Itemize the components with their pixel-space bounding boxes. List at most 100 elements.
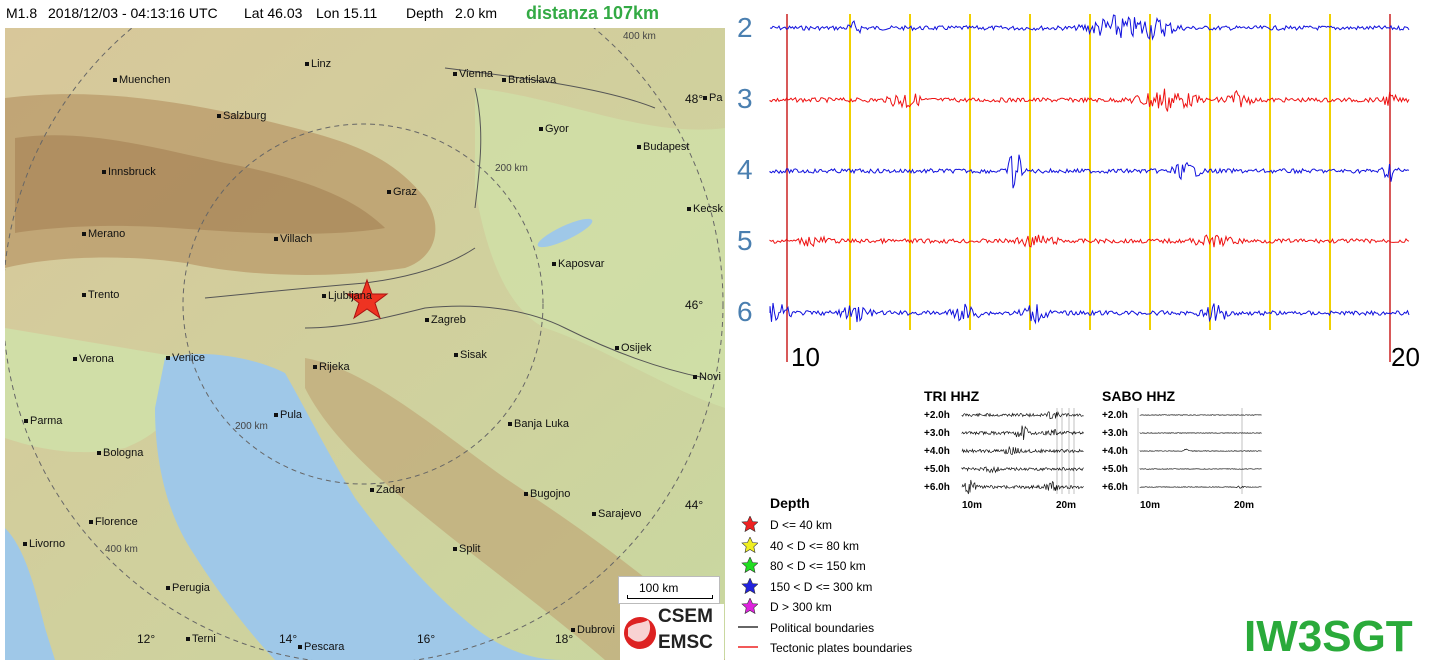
lat-label-46: 46°	[685, 298, 704, 312]
city-label: Budapest	[637, 141, 689, 153]
mini-sabo-ax-start: 10m	[1140, 500, 1161, 511]
mini-sabo-ax-end: 20m	[1234, 500, 1255, 511]
event-datetime: 2018/12/03 - 04:13:16 UTC	[48, 5, 218, 21]
legend-item-label: 40 < D <= 80 km	[770, 538, 860, 553]
dist-label-200-e: 200 km	[495, 163, 528, 174]
city-label: Pula	[274, 409, 302, 421]
city-label: Muenchen	[113, 74, 170, 86]
city-label: Gyor	[539, 123, 569, 135]
city-label: Verona	[73, 353, 114, 365]
mini-trace	[1139, 485, 1262, 489]
station-callsign: IW3SGT	[1244, 612, 1413, 661]
city-label: Kecsk	[687, 203, 723, 215]
legend-item-label: 150 < D <= 300 km	[770, 579, 873, 594]
city-label: Dubrovi	[571, 624, 615, 636]
mini-trace	[961, 479, 1084, 495]
city-label: Bologna	[97, 447, 143, 459]
legend-item: Political boundaries	[736, 619, 946, 637]
city-label: Kaposvar	[552, 258, 604, 270]
mini-sabo-row-label: +4.0h	[1102, 446, 1128, 457]
city-label: Pescara	[298, 641, 344, 653]
seismic-trace	[769, 88, 1410, 112]
axis-label-start: 10	[791, 342, 820, 372]
legend-item-label: Political boundaries	[770, 620, 875, 635]
seismic-trace	[769, 302, 1410, 325]
mini-tri-ax-start: 10m	[962, 500, 983, 511]
city-label: Merano	[82, 228, 125, 240]
city-label: Linz	[305, 58, 331, 70]
map-scale: 100 km	[618, 576, 720, 604]
trace-label-4: 4	[737, 154, 753, 185]
city-label: Perugia	[166, 582, 210, 594]
lat-label-48: 48°	[685, 92, 704, 106]
city-label: Graz	[387, 186, 417, 198]
city-label: Villach	[274, 233, 312, 245]
city-label: Zadar	[370, 484, 405, 496]
axis-label-end: 20	[1391, 342, 1420, 372]
mini-sabo-row-label: +2.0h	[1102, 410, 1128, 421]
city-label: Salzburg	[217, 110, 266, 122]
dist-label-400-ne: 400 km	[623, 31, 656, 42]
event-lat: Lat 46.03	[244, 5, 303, 21]
seismic-trace	[769, 234, 1410, 248]
mini-trace	[1139, 468, 1262, 470]
lon-label-12: 12°	[137, 632, 156, 646]
mini-trace	[961, 466, 1084, 474]
legend-item-label: D > 300 km	[770, 600, 832, 614]
lat-label-44: 44°	[685, 498, 704, 512]
legend-item: Tectonic plates boundaries	[736, 639, 946, 657]
mini-trace	[961, 411, 1084, 420]
mini-tri-row-label: +4.0h	[924, 446, 950, 457]
star-icon	[741, 598, 758, 614]
legend-item: D <= 40 km	[736, 516, 946, 534]
city-label: Sisak	[454, 349, 487, 361]
mini-sabo-row-label: +5.0h	[1102, 464, 1128, 475]
line-icon	[738, 646, 758, 648]
mini-trace	[961, 425, 1084, 441]
scale-bar	[627, 595, 713, 599]
city-label: Innsbruck	[102, 166, 156, 178]
seismic-trace	[769, 154, 1410, 189]
trace-label-2: 2	[737, 12, 753, 43]
logo-text-csem: CSEM	[658, 606, 713, 627]
emsc-logo: CSEM EMSC	[620, 604, 724, 660]
star-icon	[741, 516, 758, 532]
depth-legend: Depth D <= 40 km 40 < D <= 80 km 80 < D <=…	[736, 492, 946, 662]
line-icon	[738, 625, 758, 628]
seismic-trace	[769, 14, 1410, 41]
legend-item: 40 < D <= 80 km	[736, 536, 946, 555]
city-label: Florence	[89, 516, 138, 528]
mini-tri-title: TRI HHZ	[924, 388, 980, 404]
lon-label-14: 14°	[279, 632, 298, 646]
legend-item-label: Tectonic plates boundaries	[770, 641, 913, 655]
logo-text-emsc: EMSC	[658, 632, 713, 653]
emsc-globe-icon	[624, 617, 656, 649]
dist-label-400-sw: 400 km	[105, 544, 138, 555]
mini-trace	[961, 445, 1084, 455]
city-label: Bratislava	[502, 74, 556, 86]
city-label: Livorno	[23, 538, 65, 550]
star-icon	[741, 577, 758, 594]
dist-label-200-sw: 200 km	[235, 421, 268, 432]
legend-item: D > 300 km	[736, 598, 946, 616]
city-label: Osijek	[615, 342, 652, 354]
mini-tri-ax-end: 20m	[1056, 500, 1077, 511]
city-label: Zagreb	[425, 314, 466, 326]
mini-sabo-row-label: +3.0h	[1102, 428, 1128, 439]
event-magnitude: M1.8	[6, 5, 38, 21]
city-label: Pa	[703, 92, 722, 104]
mini-tri-graphic	[961, 408, 1084, 495]
trace-label-3: 3	[737, 83, 753, 114]
city-label: Banja Luka	[508, 418, 569, 430]
city-label: Parma	[24, 415, 62, 427]
legend-item-label: 80 < D <= 150 km	[770, 559, 866, 573]
mini-trace	[1139, 448, 1262, 452]
lon-label-18: 18°	[555, 632, 574, 646]
mini-tri-row-label: +6.0h	[924, 482, 950, 493]
seismogram-panel: 2 3 4 5 6 10 20	[735, 0, 1433, 380]
city-label: Vienna	[453, 68, 493, 80]
star-icon	[741, 536, 758, 553]
mini-seismo-sabo: SABO HHZ +2.0h +3.0h +4.0h +5.0h +6.0h 1…	[1100, 386, 1270, 516]
mini-tri-row-label: +2.0h	[924, 410, 950, 421]
mini-trace	[1139, 414, 1262, 416]
